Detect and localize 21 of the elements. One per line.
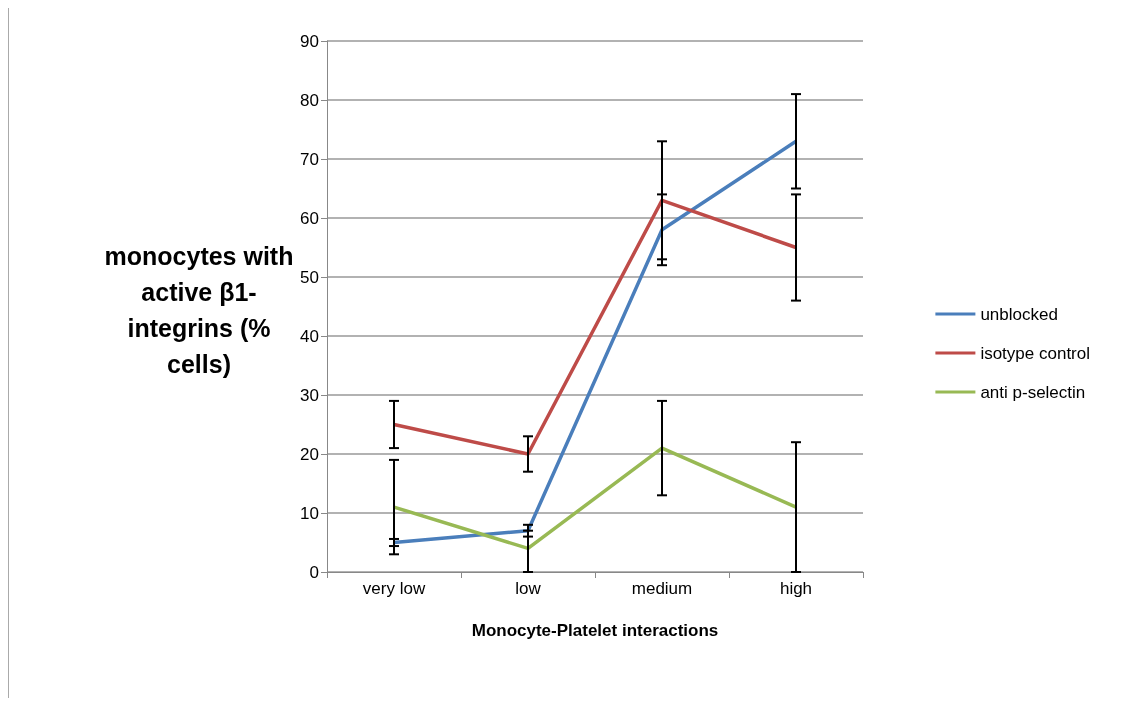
y-tick-label: 90 bbox=[300, 31, 319, 51]
x-tick-label: medium bbox=[631, 579, 693, 598]
y-tick-label: 50 bbox=[300, 267, 319, 287]
y-tick-label: 70 bbox=[300, 149, 319, 169]
y-tick-label: 30 bbox=[300, 385, 319, 405]
y-tick-label: 40 bbox=[300, 326, 319, 346]
x-tick-label: high bbox=[779, 579, 813, 598]
y-tick-label: 20 bbox=[300, 444, 319, 464]
y-tick-label: 60 bbox=[300, 208, 319, 228]
x-tick-label: very low bbox=[362, 579, 426, 598]
line-series bbox=[392, 139, 798, 545]
legend-label: anti p-selectin bbox=[980, 382, 1086, 402]
y-axis-title: monocytes with active β1-integrins (% cells) bbox=[103, 241, 295, 380]
y-tick-label: 10 bbox=[300, 503, 319, 523]
legend-label: unblocked bbox=[980, 304, 1058, 324]
x-axis-title: Monocyte-Platelet interactions bbox=[471, 621, 719, 640]
legend-label: isotype control bbox=[980, 343, 1091, 363]
x-tick-label: low bbox=[515, 579, 542, 598]
y-tick-label: 0 bbox=[309, 562, 319, 582]
line-series bbox=[392, 198, 798, 456]
y-tick-label: 80 bbox=[300, 90, 319, 110]
